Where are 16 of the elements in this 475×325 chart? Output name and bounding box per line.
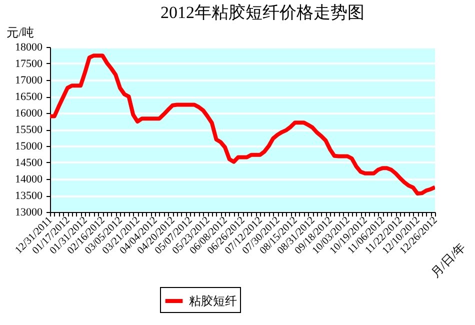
y-tick-label: 16000 <box>15 108 43 120</box>
y-tick-label: 18000 <box>15 42 43 54</box>
y-tick-label: 14500 <box>15 157 43 169</box>
y-tick-label: 14000 <box>15 174 43 186</box>
y-tick-label: 15500 <box>15 124 43 136</box>
y-tick-label: 13500 <box>15 190 43 202</box>
y-tick-label: 17500 <box>15 58 43 70</box>
y-tick-label: 15000 <box>15 140 43 152</box>
line-series <box>50 54 435 196</box>
y-tick-label: 17000 <box>15 74 43 86</box>
y-axis-title: 元/吨 <box>6 26 34 40</box>
chart-title: 2012年粘胶短纤价格走势图 <box>160 3 364 22</box>
x-axis-title: 月/日/年 <box>428 240 468 280</box>
legend-label: 粘胶短纤 <box>189 294 237 308</box>
y-tick-label: 13000 <box>15 206 43 218</box>
y-tick-label: 16500 <box>15 91 43 103</box>
